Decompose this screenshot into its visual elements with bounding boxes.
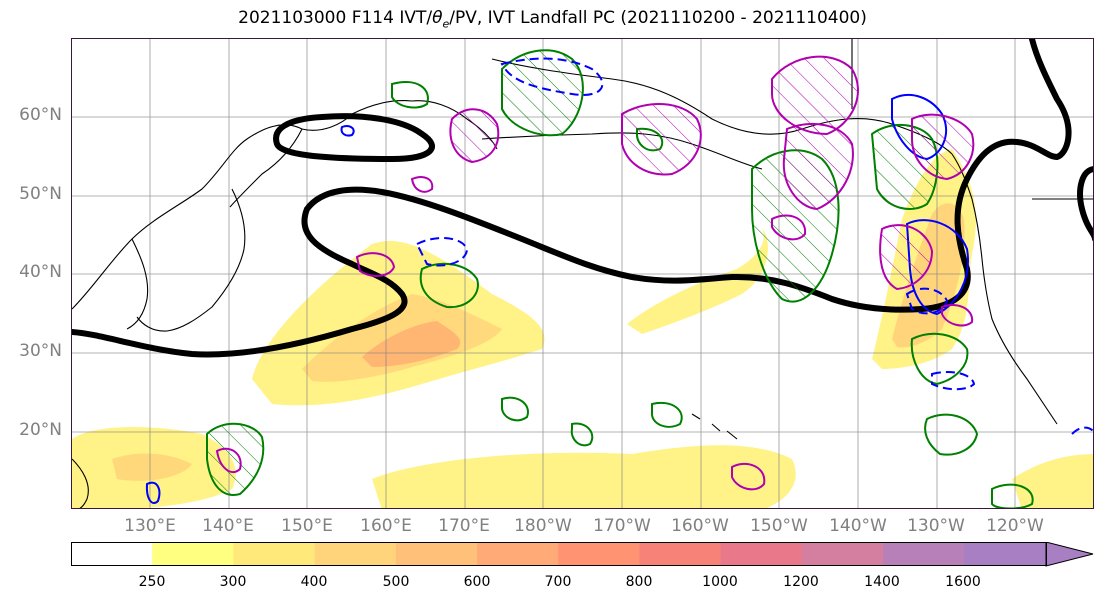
magenta-contour-south [215,447,242,474]
blue-dashed-mid [415,237,469,267]
lon-label-150e: 150°E [281,516,333,536]
pc-positive-contours [215,55,975,491]
graticule [72,39,1093,508]
lon-label-120w: 120°W [986,516,1044,536]
korea [126,238,149,330]
na-west-coast [951,153,1058,425]
lon-label-130w: 130°W [907,516,965,536]
blue-solid-south [145,481,161,504]
pv-contour-sse [924,413,979,456]
colorbar-segment [558,542,640,566]
magenta-contour-hawaii [731,462,766,491]
lon-label-160w: 160°W [671,516,729,536]
map-panel [71,38,1094,509]
hawaii [691,413,738,440]
blue-small-1 [340,125,355,137]
blue-dashed-se [931,371,976,391]
ivt-plume-central [627,229,768,334]
colorbar-segment [477,542,559,566]
blue-dashed-coast [905,287,949,315]
lon-label-130e: 130°E [124,516,176,536]
pv-contour-south [206,422,265,496]
magenta-contour-2 [621,103,702,176]
map-title: 2021103000 F114 IVT/θe/PV, IVT Landfall … [238,8,867,31]
kamchatka [229,128,303,208]
magenta-contour-sse [941,303,974,327]
colorbar-segment [883,542,965,566]
magenta-contour-1 [449,108,500,164]
colorbar-segments [71,542,1046,566]
magenta-contour-6 [911,113,975,181]
lat-label-60n: 60°N [19,105,62,125]
lon-label-140e: 140°E [202,516,254,536]
theta-e-main [72,39,1072,358]
lat-label-40n: 40°N [19,262,62,282]
colorbar-tick-800: 800 [625,574,653,590]
magenta-contour-gulf [771,214,807,241]
lat-label-30n: 30°N [19,341,62,361]
colorbar-segment [152,542,234,566]
colorbar [71,541,1101,576]
blue-dashed-alaska [500,57,604,96]
colorbar-segment [639,542,722,566]
colorbar-tick-1400: 1400 [864,574,900,590]
pv-contour-tail-2 [651,401,683,428]
lon-label-140w: 140°W [829,516,887,536]
magenta-contour-3 [771,55,859,136]
colorbar-tick-500: 500 [382,574,410,590]
colorbar-segment [314,542,397,566]
colorbar-tick-700: 700 [544,574,572,590]
theta-e-east-edge [1077,166,1093,242]
lon-label-160e: 160°E [360,516,412,536]
lon-label-170e: 170°E [438,516,490,536]
blue-dashed-east [1071,426,1093,435]
colorbar-graphic [71,541,1094,567]
magenta-contour-4 [782,123,854,211]
colorbar-tick-1000: 1000 [702,574,738,590]
japan [136,188,246,332]
lon-label-180w: 180°W [514,516,572,536]
negative-contours [145,57,1093,504]
philippines [72,458,89,508]
pv-contour-tail-1 [501,396,529,422]
ivt-plume-west-core [362,321,461,367]
colorbar-tick-1600: 1600 [945,574,981,590]
colorbar-tick-600: 600 [463,574,491,590]
colorbar-tick-1200: 1200 [783,574,819,590]
magenta-contour-5 [879,224,934,291]
colorbar-segment [233,542,316,566]
lat-label-20n: 20°N [19,420,62,440]
ivt-plume-south [372,445,796,508]
colorbar-tick-400: 400 [300,574,328,590]
ivt-plume-southwest-mid [112,453,192,481]
colorbar-segment [964,542,1046,566]
colorbar-extend-arrow [1045,541,1094,567]
pv-contour-tail-5 [391,81,429,109]
theta-e-north-loop [273,113,435,163]
colorbar-segment [395,542,478,566]
lon-label-170w: 170°W [593,516,651,536]
colorbar-tick-250: 250 [138,574,166,590]
map-canvas [72,39,1093,508]
lat-label-50n: 50°N [19,184,62,204]
pv-contour-tail-3 [570,422,594,447]
theta-e-contours [72,39,1093,358]
pv-contour-tail-4 [991,483,1034,508]
colorbar-segment [720,542,803,566]
colorbar-segment [801,542,884,566]
pv-contour-se [910,332,969,386]
ivt-plume-southeast [1012,454,1093,508]
colorbar-tick-300: 300 [219,574,247,590]
lon-label-150w: 150°W [750,516,808,536]
colorbar-segment [71,542,153,566]
pv-contour-alaska [501,49,584,137]
blue-solid-coast-2 [905,219,969,316]
magenta-contour-mid [355,252,396,277]
alaska-coast [491,58,953,155]
pv-positive-contours [206,49,1034,508]
magenta-contour-small [410,176,434,193]
